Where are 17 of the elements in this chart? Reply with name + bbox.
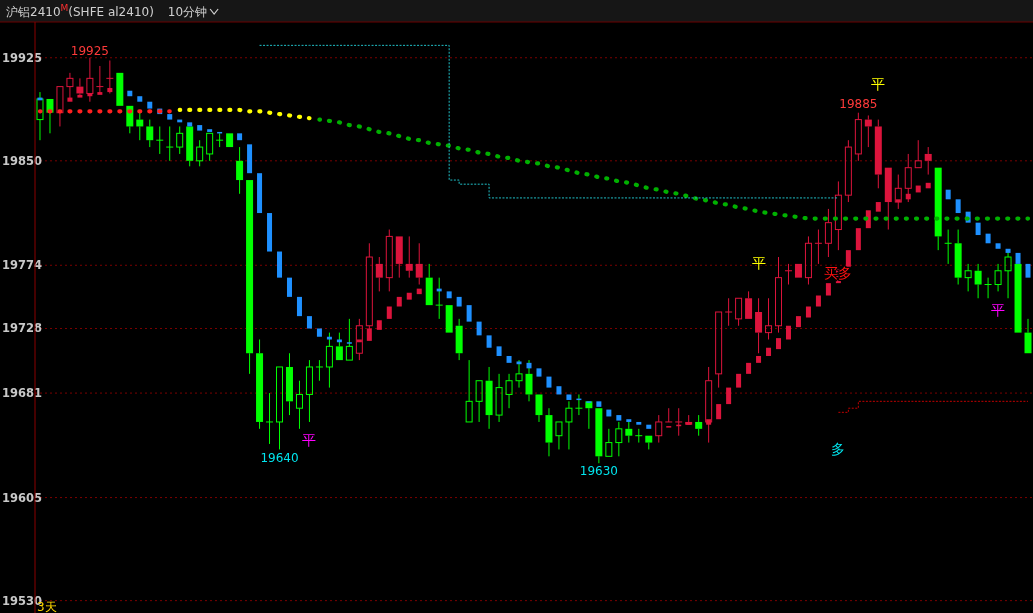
y-tick-label: 19681 xyxy=(2,386,43,401)
annotation: 19630 xyxy=(579,464,618,479)
y-tick-label: 19605 xyxy=(2,490,43,505)
annotation: 平 xyxy=(991,302,1006,318)
chart-subtitle: 10分钟 xyxy=(167,5,208,19)
annotation: 19885 xyxy=(839,96,878,111)
annotation: 平 xyxy=(871,76,886,92)
annotation: 19925 xyxy=(70,43,109,58)
y-tick-label: 19850 xyxy=(2,153,43,168)
chart-title: 沪铝2410$^{M}$(SHFE al2410) xyxy=(6,3,154,19)
y-tick-label: 19728 xyxy=(2,321,43,336)
annotation: 多 xyxy=(831,441,846,457)
y-tick-label: 19774 xyxy=(2,258,43,273)
y-tick-label: 19925 xyxy=(2,50,43,65)
annotation: 平 xyxy=(302,432,317,448)
annotation: 平 xyxy=(751,255,766,271)
annotation: 19640 xyxy=(260,451,299,466)
